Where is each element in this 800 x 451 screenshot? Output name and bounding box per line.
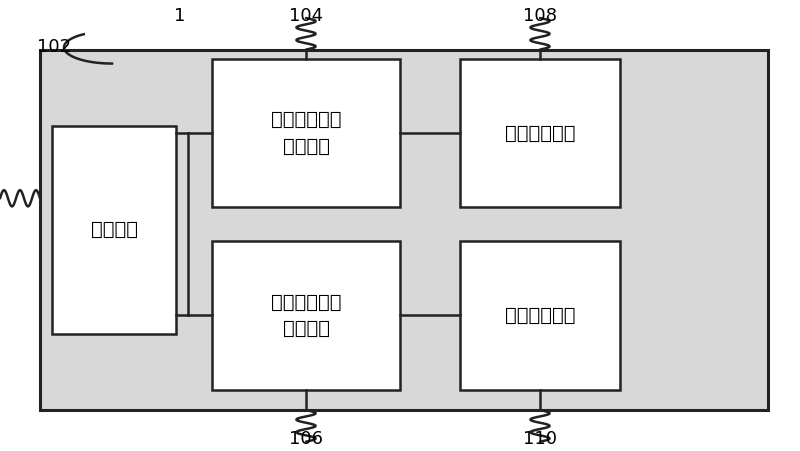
Text: 108: 108 (523, 7, 557, 25)
Bar (460, 241, 620, 390)
Text: 1: 1 (174, 7, 186, 25)
Text: 106: 106 (289, 430, 322, 448)
Bar (40, 50, 768, 410)
Text: 电磁感应信号
处理单元: 电磁感应信号 处理单元 (270, 110, 342, 156)
Text: 110: 110 (523, 430, 557, 448)
Text: 102: 102 (38, 38, 71, 56)
Bar (212, 59, 400, 207)
Bar (52, 126, 176, 333)
Bar (212, 241, 400, 390)
Text: 控制单元: 控制单元 (90, 221, 138, 239)
Text: 电容感应回路: 电容感应回路 (505, 306, 575, 325)
Text: 电容感应信号
处理单元: 电容感应信号 处理单元 (270, 293, 342, 338)
Text: 电磁感应回路: 电磁感应回路 (505, 124, 575, 143)
Bar (460, 59, 620, 207)
Text: 104: 104 (289, 7, 322, 25)
